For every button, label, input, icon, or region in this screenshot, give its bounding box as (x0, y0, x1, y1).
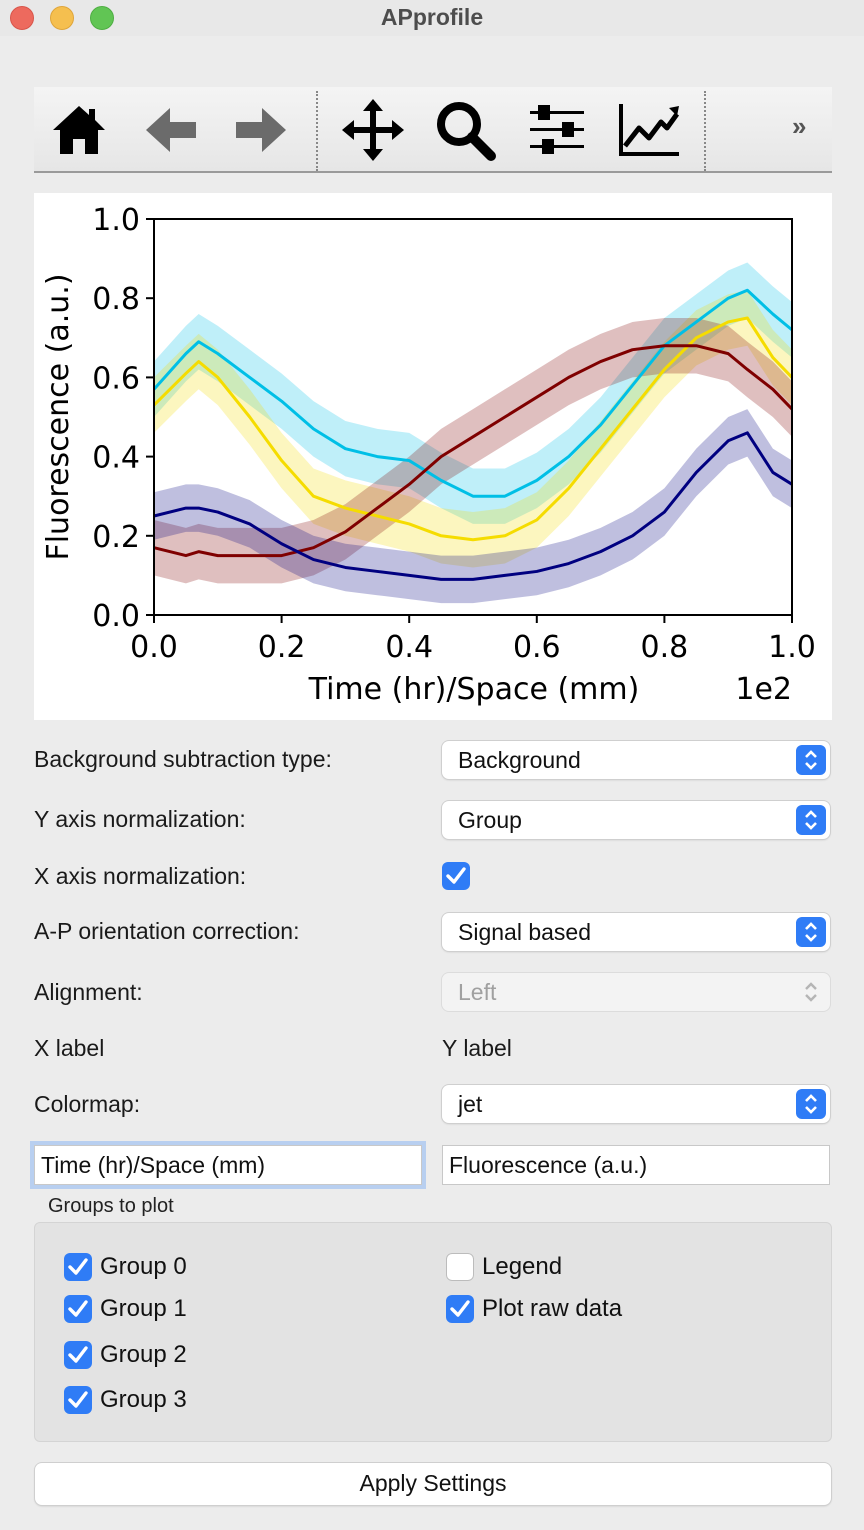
y-label-caption: Y label (442, 1035, 512, 1061)
x-tick-label: 0.0 (130, 630, 178, 665)
y-tick-label: 0.6 (92, 361, 140, 396)
x-tick-label: 0.2 (258, 630, 306, 665)
zoom-window-button[interactable] (90, 6, 114, 30)
checkmark-icon (68, 1258, 88, 1275)
x-tick-label: 1.0 (768, 630, 816, 665)
home-icon (53, 106, 105, 154)
checkmark-icon (68, 1300, 88, 1317)
chevron-updown-icon (796, 917, 826, 947)
series-0-band (154, 262, 792, 524)
chevron-updown-icon (796, 1089, 826, 1119)
y-tick-label: 0.2 (92, 520, 140, 555)
groups-panel (34, 1222, 832, 1442)
plot-canvas[interactable]: 0.0 0.2 0.4 0.6 0.8 1.0 0.0 0.2 0.4 0.6 0.8 1.0 Tim… (34, 193, 832, 720)
toolbar-overflow-button[interactable]: » (792, 111, 807, 141)
back-arrow-icon (146, 108, 196, 152)
y-normalization-select[interactable]: Group (442, 801, 830, 839)
toolbar-separator (704, 91, 706, 171)
group-3-checkbox[interactable] (64, 1386, 92, 1414)
zoom-button[interactable] (432, 97, 498, 163)
pan-icon (342, 99, 404, 161)
home-button[interactable] (46, 97, 112, 163)
select-value: Background (458, 747, 581, 773)
chevron-updown-icon (796, 805, 826, 835)
configure-subplots-icon (530, 105, 584, 154)
title-bar: APprofile (0, 0, 864, 36)
series-2-band (154, 318, 792, 584)
minimize-window-button[interactable] (50, 6, 74, 30)
profile-chart: 0.0 0.2 0.4 0.6 0.8 1.0 0.0 0.2 0.4 0.6 0.8 1.0 Tim… (41, 203, 816, 707)
y-tick-label: 0.8 (92, 282, 140, 317)
select-value: jet (458, 1091, 483, 1117)
x-normalization-checkbox[interactable] (442, 862, 470, 890)
group-1-checkbox[interactable] (64, 1295, 92, 1323)
forward-button[interactable] (228, 97, 294, 163)
y-tick-label: 1.0 (92, 203, 140, 238)
groups-caption: Groups to plot (48, 1195, 174, 1217)
group-2-label: Group 2 (100, 1341, 187, 1368)
x-label-caption: X label (34, 1035, 105, 1061)
series-3-line (153, 431, 793, 581)
pan-button[interactable] (340, 97, 406, 163)
group-2-checkbox[interactable] (64, 1341, 92, 1369)
alignment-select[interactable]: Left (442, 973, 830, 1011)
series-1-band (154, 290, 792, 568)
group-3-label: Group 3 (100, 1386, 187, 1413)
apply-settings-button[interactable]: Apply Settings (35, 1463, 831, 1505)
back-button[interactable] (138, 97, 204, 163)
plot-raw-data-label: Plot raw data (482, 1295, 623, 1322)
x-tick-label: 0.6 (513, 630, 561, 665)
checkmark-icon (446, 867, 466, 884)
y-normalization-label: Y axis normalization: (34, 806, 246, 832)
checkmark-icon (450, 1300, 470, 1317)
series-2-line (153, 344, 794, 558)
x-label-input[interactable] (34, 1145, 422, 1185)
group-0-checkbox[interactable] (64, 1253, 92, 1281)
plot-raw-data-checkbox[interactable] (446, 1295, 474, 1323)
x-normalization-label: X axis normalization: (34, 863, 247, 889)
group-1-label: Group 1 (100, 1295, 187, 1322)
colormap-label: Colormap: (34, 1091, 141, 1117)
group-0-label: Group 0 (100, 1253, 187, 1280)
x-axis-label: Time (hr)/Space (mm) (308, 672, 640, 707)
select-value: Group (458, 807, 522, 833)
background-subtraction-select[interactable]: Background (442, 741, 830, 779)
zoom-icon (437, 102, 496, 161)
edit-axes-icon (619, 104, 680, 156)
edit-axes-button[interactable] (616, 97, 682, 163)
ap-orientation-label: A-P orientation correction: (34, 918, 300, 944)
checkmark-icon (68, 1346, 88, 1363)
series-1-line (152, 316, 794, 542)
alignment-label: Alignment: (34, 979, 143, 1005)
y-label-input[interactable] (442, 1145, 830, 1185)
window-title: APprofile (380, 4, 484, 30)
ap-orientation-select[interactable]: Signal based (442, 913, 830, 951)
close-window-button[interactable] (10, 6, 34, 30)
chevron-updown-icon (796, 977, 826, 1007)
colormap-select[interactable]: jet (442, 1085, 830, 1123)
x-tick-label: 0.8 (641, 630, 689, 665)
plot-toolbar: » (34, 87, 832, 173)
x-axis-offset-text: 1e2 (735, 672, 792, 707)
configure-subplots-button[interactable] (524, 97, 590, 163)
forward-arrow-icon (236, 108, 286, 152)
x-tick-label: 0.4 (385, 630, 433, 665)
plot-frame (153, 218, 793, 616)
series-0-line (152, 288, 793, 498)
toolbar-separator (316, 91, 318, 171)
legend-label: Legend (482, 1253, 563, 1280)
select-value: Left (458, 979, 497, 1005)
y-tick-label: 0.4 (92, 441, 140, 476)
y-tick-label: 0.0 (92, 599, 140, 634)
select-value: Signal based (458, 919, 591, 945)
y-axis-label: Fluorescence (a.u.) (41, 273, 76, 560)
background-subtraction-label: Background subtraction type: (34, 746, 332, 772)
chevron-updown-icon (796, 745, 826, 775)
checkmark-icon (68, 1391, 88, 1408)
legend-checkbox[interactable] (446, 1253, 474, 1281)
series-3-band (154, 409, 792, 604)
